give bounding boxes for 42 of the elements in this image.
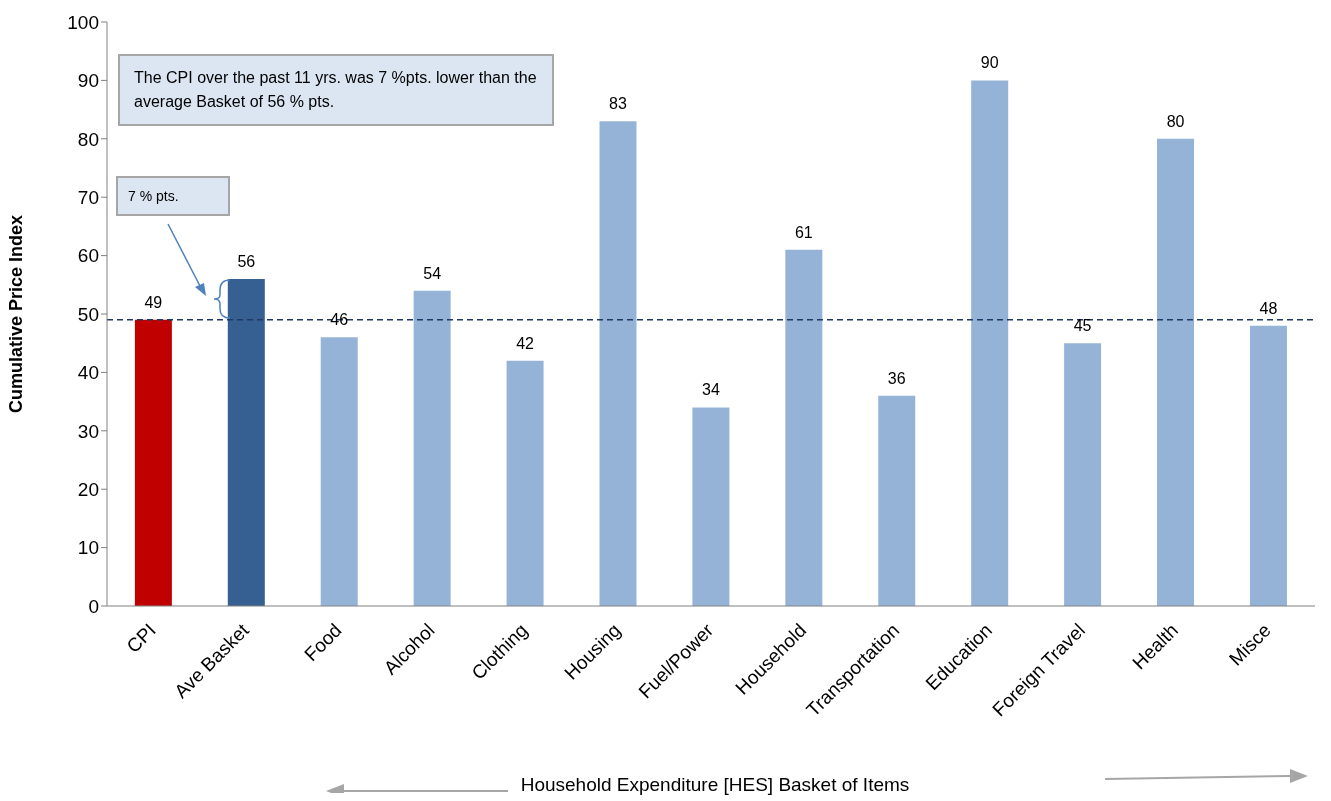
data-label: 34	[702, 381, 720, 399]
note-box: 7 % pts.	[116, 176, 230, 216]
y-tick-label: 10	[77, 537, 99, 559]
bar	[971, 80, 1009, 606]
data-label: 36	[887, 369, 906, 387]
y-tick-label: 20	[77, 478, 99, 500]
data-label: 90	[980, 54, 999, 72]
bar	[1249, 325, 1287, 606]
y-tick-label: 40	[77, 362, 99, 384]
note-box: The CPI over the past 11 yrs. was 7 %pts. lower than the average Basket of 56 % pts.	[118, 54, 554, 126]
bar	[506, 360, 544, 606]
bar	[227, 278, 265, 606]
data-label: 83	[609, 95, 627, 113]
y-tick-label: 90	[77, 70, 99, 92]
data-label: 54	[423, 264, 442, 282]
data-label: 80	[1166, 112, 1185, 130]
data-label: 45	[1073, 317, 1092, 335]
data-label: 61	[794, 223, 813, 241]
y-tick-label: 80	[77, 128, 99, 150]
y-tick-label: 70	[77, 186, 99, 208]
bar	[878, 395, 916, 606]
data-label: 46	[330, 311, 349, 329]
y-tick-label: 60	[77, 245, 99, 267]
bar	[1064, 343, 1102, 606]
bar	[134, 319, 172, 606]
data-label: 49	[144, 293, 163, 311]
y-axis-title: Cumulative Price Index	[6, 214, 27, 414]
bar	[599, 121, 637, 606]
bar	[692, 407, 730, 606]
y-tick-label: 30	[77, 420, 99, 442]
bar	[413, 290, 451, 606]
y-tick-label: 0	[88, 595, 99, 617]
y-tick-label: 50	[77, 303, 99, 325]
data-label: 42	[516, 334, 535, 352]
x-tick-label: CPI	[122, 619, 160, 657]
bar	[320, 337, 358, 606]
data-label: 56	[237, 252, 256, 270]
y-tick-label: 100	[67, 11, 99, 33]
bar	[1157, 138, 1195, 606]
x-axis-title: Household Expenditure [HES] Basket of Items	[519, 774, 911, 796]
bar	[785, 249, 823, 606]
data-label: 48	[1259, 299, 1278, 317]
